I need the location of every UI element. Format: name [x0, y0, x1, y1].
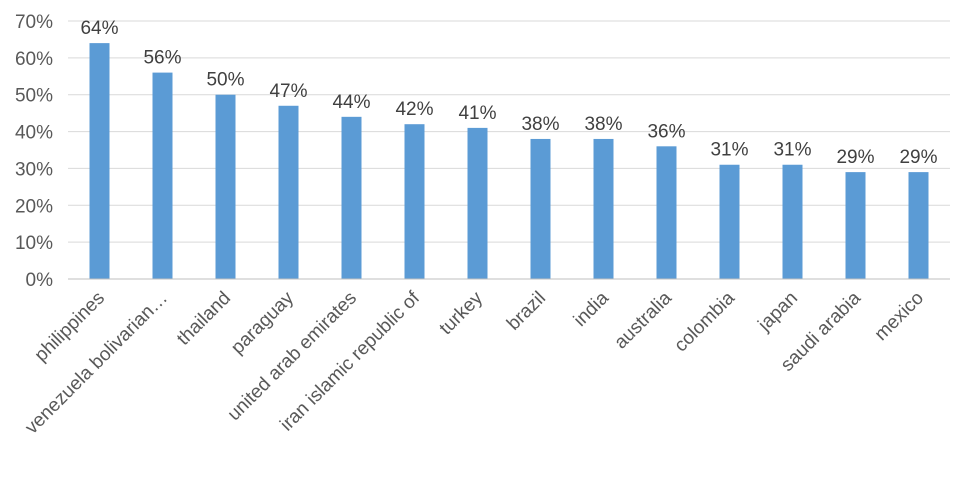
bar [719, 164, 740, 279]
data-label: 47% [269, 81, 307, 102]
data-label: 36% [647, 121, 685, 142]
data-label: 64% [80, 18, 118, 39]
data-label: 44% [332, 92, 370, 113]
y-tick-label: 10% [15, 233, 53, 254]
data-labels: 64% 56% 50% 47% 44% 42% 41% 38% 38% 36% 31% 31% 29% 2… [80, 18, 937, 168]
y-tick-label: 0% [26, 270, 54, 291]
x-category-label: australia [610, 287, 676, 353]
y-tick-label: 60% [15, 49, 53, 70]
gridlines [68, 20, 950, 243]
bar [530, 138, 551, 279]
x-category-label: japan [754, 288, 802, 336]
x-category-label: mexico [871, 288, 928, 345]
bar [404, 124, 425, 279]
data-label: 31% [710, 140, 748, 161]
y-axis-tick-labels: 0% 10% 20% 30% 40% 50% 60% 70% [15, 12, 53, 291]
data-label: 56% [143, 48, 181, 69]
data-label: 38% [584, 114, 622, 135]
bars [89, 43, 929, 280]
bar [656, 146, 677, 279]
x-category-label: turkey [436, 287, 488, 339]
bar [467, 127, 488, 279]
data-label: 38% [521, 114, 559, 135]
x-category-label: colombia [670, 287, 739, 356]
y-tick-label: 70% [15, 12, 53, 33]
bar [89, 43, 110, 279]
data-label: 31% [773, 140, 811, 161]
bar [341, 116, 362, 279]
data-label: 42% [395, 99, 433, 120]
y-tick-label: 20% [15, 196, 53, 217]
y-tick-label: 40% [15, 123, 53, 144]
data-label: 41% [458, 103, 496, 124]
bar [908, 172, 929, 279]
bar [845, 172, 866, 279]
bar [215, 94, 236, 279]
y-tick-label: 50% [15, 86, 53, 107]
bar [593, 138, 614, 279]
x-category-label: thailand [173, 288, 235, 350]
data-label: 29% [899, 147, 937, 168]
x-category-label: india [570, 287, 614, 331]
data-label: 50% [206, 70, 244, 91]
bar [152, 72, 173, 279]
bar [782, 164, 803, 279]
data-label: 29% [836, 147, 874, 168]
y-tick-label: 30% [15, 159, 53, 180]
x-category-label: brazil [503, 288, 550, 335]
bar [278, 105, 299, 280]
